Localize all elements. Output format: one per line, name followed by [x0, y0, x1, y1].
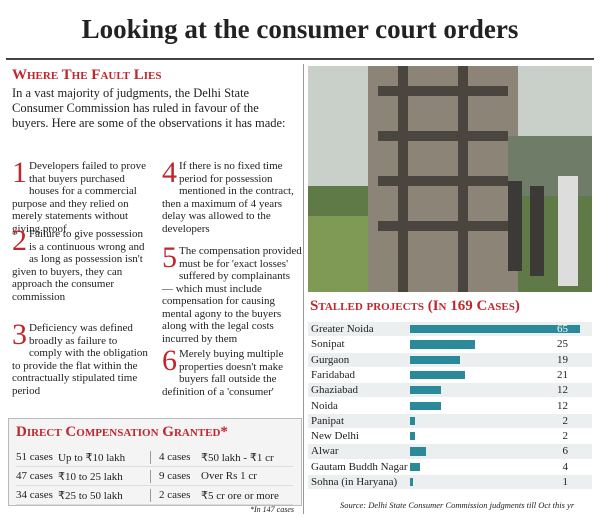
point-text: If there is no fixed time period for pos… [162, 160, 294, 235]
value-label: 12 [557, 384, 568, 397]
row-name: New Delhi [311, 430, 359, 443]
point: 1 Developers failed to prove that buyers … [12, 156, 152, 235]
bar [410, 447, 426, 456]
row-name: Gautam Buddh Nagar [311, 460, 408, 473]
section-heading: Where The Fault Lies [12, 67, 162, 83]
bar [410, 432, 416, 441]
compensation-row: 47 cases ₹10 to 25 lakh 9 cases Over Rs 1 c… [16, 467, 293, 486]
range: ₹50 lakh - ₹1 cr [201, 451, 274, 464]
rule [6, 58, 594, 60]
bar [410, 355, 460, 364]
range: Over Rs 1 cr [201, 470, 257, 482]
photo [308, 66, 592, 292]
compensation-box [8, 418, 302, 506]
value-label: 25 [557, 338, 568, 351]
cases: 34 cases [16, 489, 53, 501]
cases: 9 cases [159, 470, 191, 482]
value-label: 19 [557, 353, 568, 366]
value-label: 65 [557, 323, 568, 335]
row-bg [308, 444, 592, 459]
row-name: Noida [311, 399, 338, 412]
point-text: Developers failed to prove that buyers p… [12, 160, 146, 235]
divider [303, 64, 304, 514]
section-heading: Direct Compensation Granted* [16, 424, 228, 440]
bar [410, 478, 413, 487]
row-bg [308, 459, 592, 474]
cases: 2 cases [159, 489, 191, 501]
bar [410, 370, 465, 380]
source: Source: Delhi State Consumer Commission … [340, 500, 575, 510]
range: Up to ₹10 lakh [58, 450, 151, 464]
compensation-row: 51 cases Up to ₹10 lakh 4 cases ₹50 lakh - … [16, 448, 293, 467]
point-text: Deficiency was defined broadly as failur… [12, 322, 148, 397]
cases: 47 cases [16, 470, 53, 482]
row-name: Ghaziabad [311, 384, 359, 397]
bar [410, 462, 421, 471]
value-label: 6 [562, 445, 569, 458]
point-number: 5 [162, 241, 177, 274]
value-label: 21 [557, 368, 568, 381]
value-label: 4 [562, 460, 569, 473]
row-name: Gurgaon [311, 353, 350, 366]
compensation-row: 34 cases ₹25 to 50 lakh 2 cases ₹5 cr ore o… [16, 486, 293, 505]
row-name: Faridabad [311, 368, 355, 381]
bar [410, 386, 442, 395]
bar [410, 325, 580, 334]
point-number: 4 [162, 156, 177, 189]
value-label: 12 [557, 399, 568, 412]
row-name: Alwar [311, 445, 339, 458]
compensation-table: 51 cases Up to ₹10 lakh 4 cases ₹50 lakh - … [16, 448, 293, 505]
bar [410, 416, 416, 426]
range: ₹25 to 50 lakh [58, 488, 151, 502]
row-name: Greater Noida [311, 323, 374, 335]
point: 3 Deficiency was defined broadly as failu… [12, 318, 152, 397]
row-name: Panipat [311, 414, 344, 427]
point: 4 If there is no fixed time period for po… [162, 156, 302, 235]
point: 6 Merely buying multiple properties doesn… [162, 344, 302, 398]
range: ₹5 cr ore or more [201, 489, 279, 502]
intro: In a vast majority of judgments, the Del… [12, 86, 286, 130]
value-label: 1 [562, 476, 569, 488]
value-label: 2 [562, 414, 569, 427]
point-number: 2 [12, 224, 27, 257]
row-bg [308, 383, 592, 398]
point-number: 3 [12, 318, 27, 351]
row-bg [308, 475, 592, 490]
cases: 4 cases [159, 451, 191, 463]
point-number: 6 [162, 344, 177, 377]
cases: 51 cases [16, 451, 53, 463]
section-heading: Stalled projects (In 169 Cases) [310, 298, 520, 314]
row-bg [308, 398, 592, 413]
range: ₹10 to 25 lakh [58, 469, 151, 483]
row-bg [308, 429, 592, 444]
point-text: The compensation provided must be for 'e… [162, 245, 302, 345]
point: 2 Failure to give possession is a continu… [12, 224, 152, 303]
point-text: Failure to give possession is a continuo… [12, 228, 145, 303]
row-name: Sonipat [311, 338, 345, 351]
title: Looking at the consumer court orders [81, 14, 519, 44]
point-number: 1 [12, 156, 27, 189]
bar [410, 340, 476, 349]
point: 5 The compensation provided must be for '… [162, 241, 302, 345]
row-bg [308, 413, 592, 429]
note: *In 147 cases [250, 505, 294, 514]
row-name: Sohna (in Haryana) [311, 476, 398, 488]
bar [410, 401, 442, 410]
point-text: Merely buying multiple properties doesn'… [162, 348, 284, 398]
value-label: 2 [562, 430, 569, 443]
